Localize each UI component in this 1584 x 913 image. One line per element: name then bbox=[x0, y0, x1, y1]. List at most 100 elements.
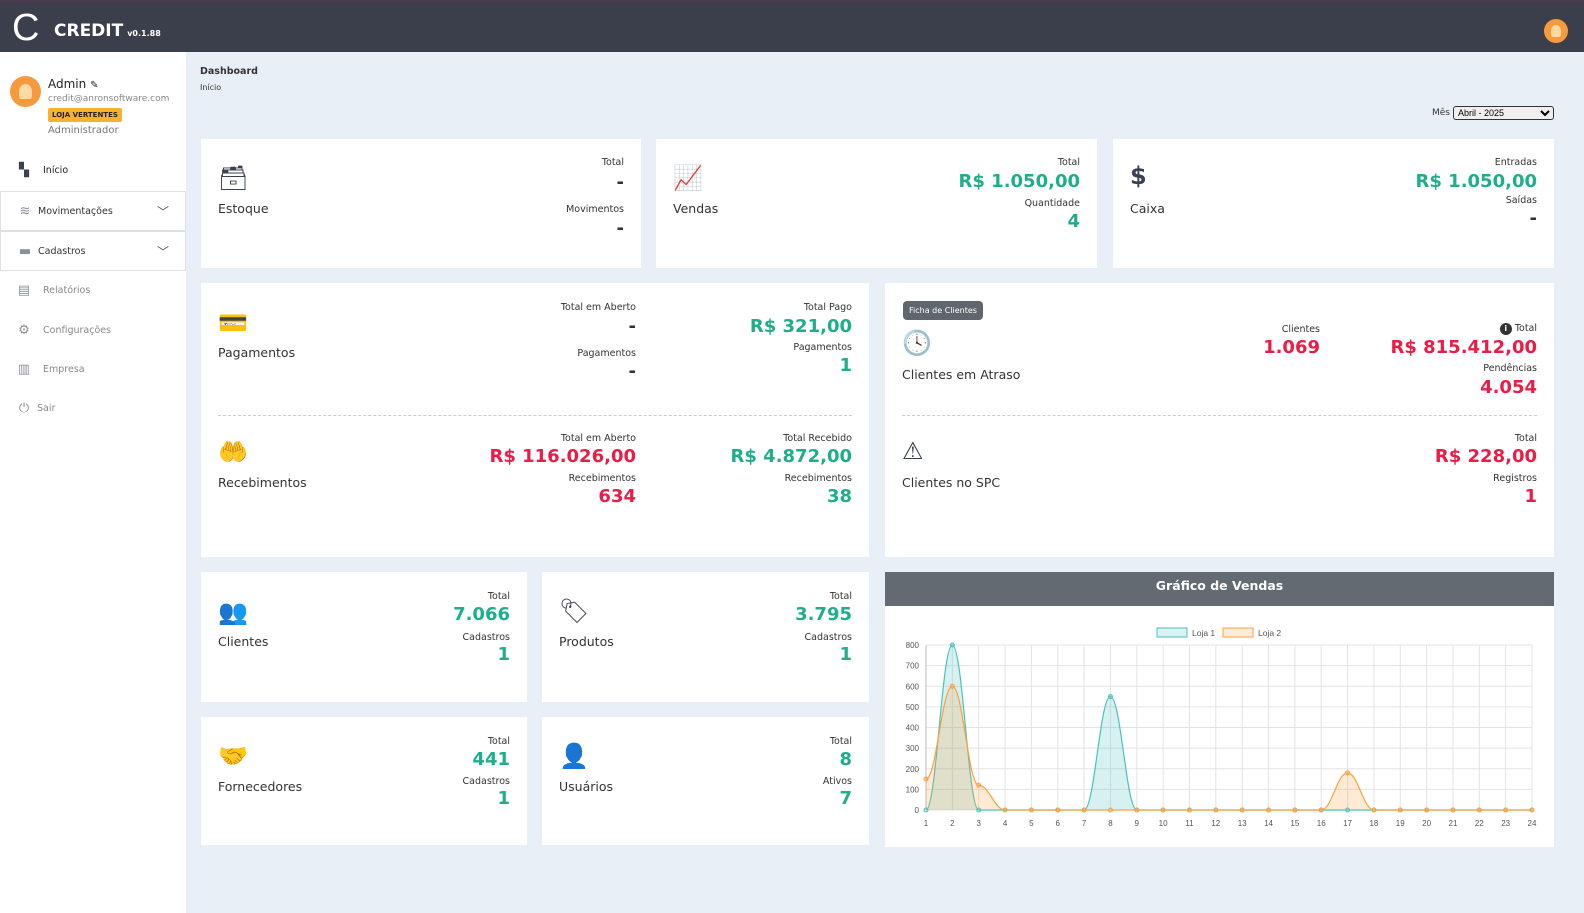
data-point bbox=[923, 807, 929, 813]
value: R$ 116.026,00 bbox=[489, 446, 636, 467]
y-tick-label: 100 bbox=[906, 785, 920, 794]
lightbulb-icon bbox=[1551, 25, 1561, 37]
month-select[interactable]: Abril - 2025 bbox=[1453, 106, 1554, 120]
x-tick-label: 22 bbox=[1475, 819, 1484, 828]
sidebar-item-movimentacoes[interactable]: ≋ Movimentações ﹀ bbox=[0, 191, 186, 231]
x-tick-label: 6 bbox=[1056, 819, 1061, 828]
data-point bbox=[976, 807, 982, 813]
x-tick-label: 24 bbox=[1528, 819, 1537, 828]
card-caixa[interactable]: $ Caixa Entradas R$ 1.050,00 Saídas - bbox=[1113, 139, 1554, 268]
chart-card bbox=[885, 572, 1554, 847]
info-icon[interactable]: i bbox=[1499, 323, 1512, 335]
data-point bbox=[949, 642, 955, 648]
label: Quantidade bbox=[1024, 198, 1080, 209]
data-point bbox=[1134, 807, 1140, 813]
label: Total em Aberto bbox=[560, 433, 636, 444]
label: Cadastros bbox=[462, 776, 510, 787]
value: 1 bbox=[497, 644, 510, 665]
card-produtos[interactable]: 🏷 Produtos Total 3.795 Cadastros 1 bbox=[542, 572, 869, 702]
label: Total bbox=[601, 157, 624, 168]
data-point bbox=[1397, 807, 1403, 813]
value: 634 bbox=[598, 486, 636, 507]
page-title: Dashboard bbox=[200, 66, 258, 77]
y-tick-label: 0 bbox=[915, 806, 920, 815]
card-clientes[interactable]: 👥 Clientes Total 7.066 Cadastros 1 bbox=[201, 572, 527, 702]
value: 1 bbox=[497, 788, 510, 809]
card-title: Clientes bbox=[218, 634, 269, 649]
chevron-down-icon: ﹀ bbox=[156, 204, 169, 219]
value: - bbox=[1529, 208, 1537, 229]
data-point bbox=[1476, 807, 1482, 813]
sidebar-item-cadastros[interactable]: ▬ Cadastros ﹀ bbox=[0, 231, 186, 271]
data-point bbox=[1450, 807, 1456, 813]
app-version: v0.1.88 bbox=[127, 29, 161, 38]
value: - bbox=[628, 361, 636, 382]
card-vendas[interactable]: 📈 Vendas Total R$ 1.050,00 Quantidade 4 bbox=[656, 139, 1097, 268]
sidebar-item-relatorios[interactable]: ▤ Relatórios bbox=[0, 270, 186, 310]
value: 7.066 bbox=[453, 604, 510, 625]
label-text: Total bbox=[1514, 323, 1537, 334]
sidebar-item-empresa[interactable]: ▥ Empresa bbox=[0, 349, 186, 389]
card-title: Clientes em Atraso bbox=[902, 367, 1021, 382]
sidebar-item-inicio[interactable]: ▚ Início bbox=[0, 150, 186, 190]
label: Total bbox=[1514, 433, 1537, 444]
value: 1 bbox=[839, 355, 852, 376]
label: Total Recebido bbox=[783, 433, 852, 444]
label: Total bbox=[1057, 157, 1080, 168]
value: 4.054 bbox=[1480, 377, 1537, 398]
label: i Total bbox=[1499, 323, 1537, 335]
chart-title: Gráfico de Vendas bbox=[885, 572, 1554, 606]
avatar bbox=[10, 76, 41, 107]
label: Movimentos bbox=[566, 204, 624, 215]
sidebar-item-label: Movimentações bbox=[38, 205, 113, 217]
card-title: Recebimentos bbox=[218, 475, 307, 490]
card-title: Fornecedores bbox=[218, 779, 303, 794]
x-tick-label: 7 bbox=[1082, 819, 1087, 828]
app-name: CREDIT v0.1.88 bbox=[54, 21, 161, 41]
label: Total Pago bbox=[803, 302, 852, 313]
card-estoque[interactable]: 🗃 Estoque Total - Movimentos - bbox=[201, 139, 641, 268]
label: Total bbox=[829, 591, 852, 602]
data-point bbox=[1107, 807, 1113, 813]
breadcrumb[interactable]: Início bbox=[200, 83, 222, 92]
y-tick-label: 600 bbox=[906, 682, 920, 691]
y-tick-label: 700 bbox=[906, 662, 920, 671]
value: 1.069 bbox=[1263, 337, 1320, 358]
card-title: Produtos bbox=[559, 634, 614, 649]
x-tick-label: 15 bbox=[1290, 819, 1299, 828]
data-point bbox=[1028, 807, 1034, 813]
value: 4 bbox=[1067, 211, 1080, 232]
clock-icon: 🕓 bbox=[902, 329, 932, 357]
value: R$ 815.412,00 bbox=[1390, 337, 1537, 358]
data-point bbox=[1318, 807, 1324, 813]
data-point bbox=[1371, 807, 1377, 813]
card-usuarios[interactable]: 👤 Usuários Total 8 Ativos 7 bbox=[542, 717, 869, 845]
user-role: Administrador bbox=[48, 125, 119, 136]
x-tick-label: 8 bbox=[1108, 819, 1113, 828]
user-menu-avatar[interactable] bbox=[1544, 19, 1568, 43]
sidebar-item-configuracoes[interactable]: ⚙ Configurações bbox=[0, 310, 186, 350]
series-area bbox=[926, 686, 1532, 810]
warning-icon: ⚠ bbox=[902, 437, 924, 465]
card-title: Clientes no SPC bbox=[902, 475, 1001, 490]
x-tick-label: 3 bbox=[976, 819, 981, 828]
month-filter: Mês Abril - 2025 bbox=[1432, 106, 1554, 120]
label: Cadastros bbox=[804, 632, 852, 643]
store-badge: LOJA VERTENTES bbox=[48, 108, 122, 122]
top-bar: C CREDIT v0.1.88 bbox=[0, 0, 1584, 52]
archive-icon: 🗃 bbox=[218, 164, 249, 192]
sidebar-item-sair[interactable]: ⏻ Sair bbox=[0, 388, 186, 428]
database-icon: ≋ bbox=[19, 203, 31, 219]
card-title: Usuários bbox=[559, 779, 614, 794]
edit-pencil-icon[interactable]: ✎ bbox=[90, 80, 99, 91]
data-point bbox=[1213, 807, 1219, 813]
dashboard-icon: ▚ bbox=[19, 162, 29, 178]
handshake-icon: 🤝 bbox=[218, 742, 248, 770]
card-fornecedores[interactable]: 🤝 Fornecedores Total 441 Cadastros 1 bbox=[201, 717, 527, 845]
ficha-clientes-button[interactable]: Ficha de Clientes bbox=[903, 301, 983, 320]
legend-label: Loja 2 bbox=[1258, 628, 1281, 638]
data-point bbox=[1345, 807, 1351, 813]
label: Saídas bbox=[1505, 195, 1537, 206]
value: 1 bbox=[1524, 486, 1537, 507]
card-title: Pagamentos bbox=[218, 345, 296, 360]
